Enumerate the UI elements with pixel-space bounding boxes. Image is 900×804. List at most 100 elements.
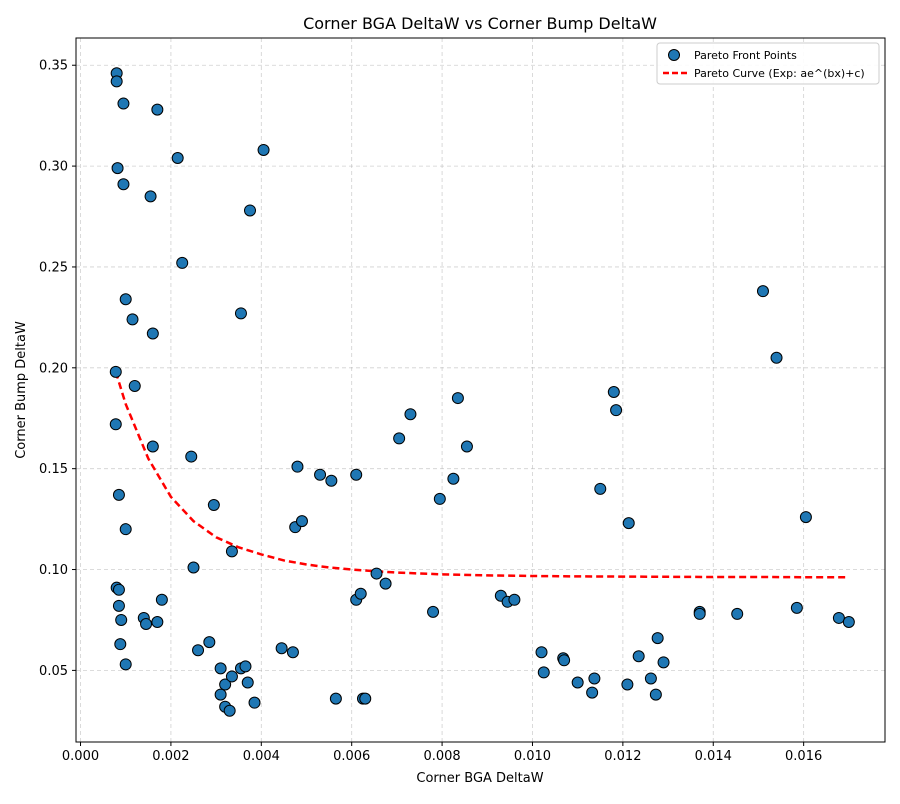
chart-title: Corner BGA DeltaW vs Corner Bump DeltaW <box>303 14 657 33</box>
data-point <box>241 676 254 689</box>
legend-label-points: Pareto Front Points <box>694 49 797 62</box>
y-tick-label: 0.20 <box>39 361 68 376</box>
data-point <box>234 307 247 320</box>
data-point <box>171 152 184 165</box>
data-point <box>790 601 803 614</box>
x-axis-label: Corner BGA DeltaW <box>416 771 543 786</box>
data-point <box>257 143 270 156</box>
y-tick-label: 0.15 <box>39 462 68 477</box>
data-point <box>248 696 261 709</box>
data-point <box>649 688 662 701</box>
data-point <box>607 386 620 399</box>
y-tick-label: 0.25 <box>39 260 68 275</box>
data-point <box>225 670 238 683</box>
x-tick-label: 0.012 <box>604 749 641 764</box>
data-point <box>622 517 635 530</box>
data-point <box>286 646 299 659</box>
data-point <box>508 593 521 606</box>
data-point <box>187 561 200 574</box>
data-point <box>756 285 769 298</box>
grid <box>76 38 885 742</box>
data-point <box>295 515 308 528</box>
legend-label-curve: Pareto Curve (Exp: ae^(bx)+c) <box>694 67 865 80</box>
legend: Pareto Front Points Pareto Curve (Exp: a… <box>656 42 880 85</box>
data-point <box>239 660 252 673</box>
x-tick-label: 0.014 <box>695 749 732 764</box>
data-point <box>329 692 342 705</box>
data-point <box>588 672 601 685</box>
data-point <box>112 599 125 612</box>
data-point <box>558 654 571 667</box>
data-point <box>610 404 623 417</box>
data-point <box>370 567 383 580</box>
data-point <box>114 638 127 651</box>
data-point <box>117 178 130 191</box>
data-point <box>657 656 670 669</box>
data-point <box>447 472 460 485</box>
data-point <box>119 523 132 536</box>
data-point <box>586 686 599 699</box>
data-point <box>571 676 584 689</box>
data-point <box>112 583 125 596</box>
data-point <box>693 607 706 620</box>
data-point <box>146 327 159 340</box>
data-point <box>214 662 227 675</box>
y-axis-label: Corner Bump DeltaW <box>14 321 29 459</box>
data-point <box>112 488 125 501</box>
data-point <box>460 440 473 453</box>
data-point <box>632 650 645 663</box>
data-point <box>214 688 227 701</box>
data-point <box>126 313 139 326</box>
data-point <box>225 545 238 558</box>
data-point <box>433 492 446 505</box>
data-point <box>325 474 338 487</box>
data-point <box>109 365 122 378</box>
data-point <box>832 611 845 624</box>
data-point <box>350 468 363 481</box>
data-point <box>393 432 406 445</box>
data-point <box>110 75 123 88</box>
data-point <box>644 672 657 685</box>
data-point <box>537 666 550 679</box>
data-point <box>119 293 132 306</box>
x-tick-label: 0.010 <box>514 749 551 764</box>
data-point <box>535 646 548 659</box>
x-tick-label: 0.006 <box>333 749 370 764</box>
data-point <box>207 498 220 511</box>
data-point <box>155 593 168 606</box>
data-point <box>651 632 664 645</box>
x-axis-ticks: 0.000 0.002 0.004 0.006 0.008 0.010 0.012 0.014… <box>62 742 822 764</box>
data-point <box>770 351 783 364</box>
y-tick-label: 0.05 <box>39 664 68 679</box>
data-point <box>140 617 153 630</box>
data-point <box>427 605 440 618</box>
data-point <box>359 692 372 705</box>
x-tick-label: 0.000 <box>62 749 99 764</box>
plot-frame <box>75 37 886 743</box>
y-tick-label: 0.10 <box>39 563 68 578</box>
y-tick-label: 0.35 <box>39 59 68 74</box>
data-point <box>115 613 128 626</box>
data-point <box>594 482 607 495</box>
data-point <box>219 678 232 691</box>
y-tick-label: 0.30 <box>39 160 68 175</box>
data-point <box>621 678 634 691</box>
data-point <box>117 97 130 110</box>
data-point <box>151 103 164 116</box>
data-point <box>185 450 198 463</box>
x-tick-label: 0.016 <box>785 749 822 764</box>
pareto-curve-line <box>114 371 849 579</box>
data-point <box>379 577 392 590</box>
data-point <box>111 162 124 175</box>
data-point <box>119 658 132 671</box>
x-tick-label: 0.002 <box>152 749 189 764</box>
data-point <box>128 379 141 392</box>
data-point <box>451 392 464 405</box>
data-point <box>203 636 216 649</box>
data-point <box>109 418 122 431</box>
points-layer <box>109 67 855 717</box>
data-point <box>404 408 417 421</box>
legend-box <box>656 42 880 85</box>
